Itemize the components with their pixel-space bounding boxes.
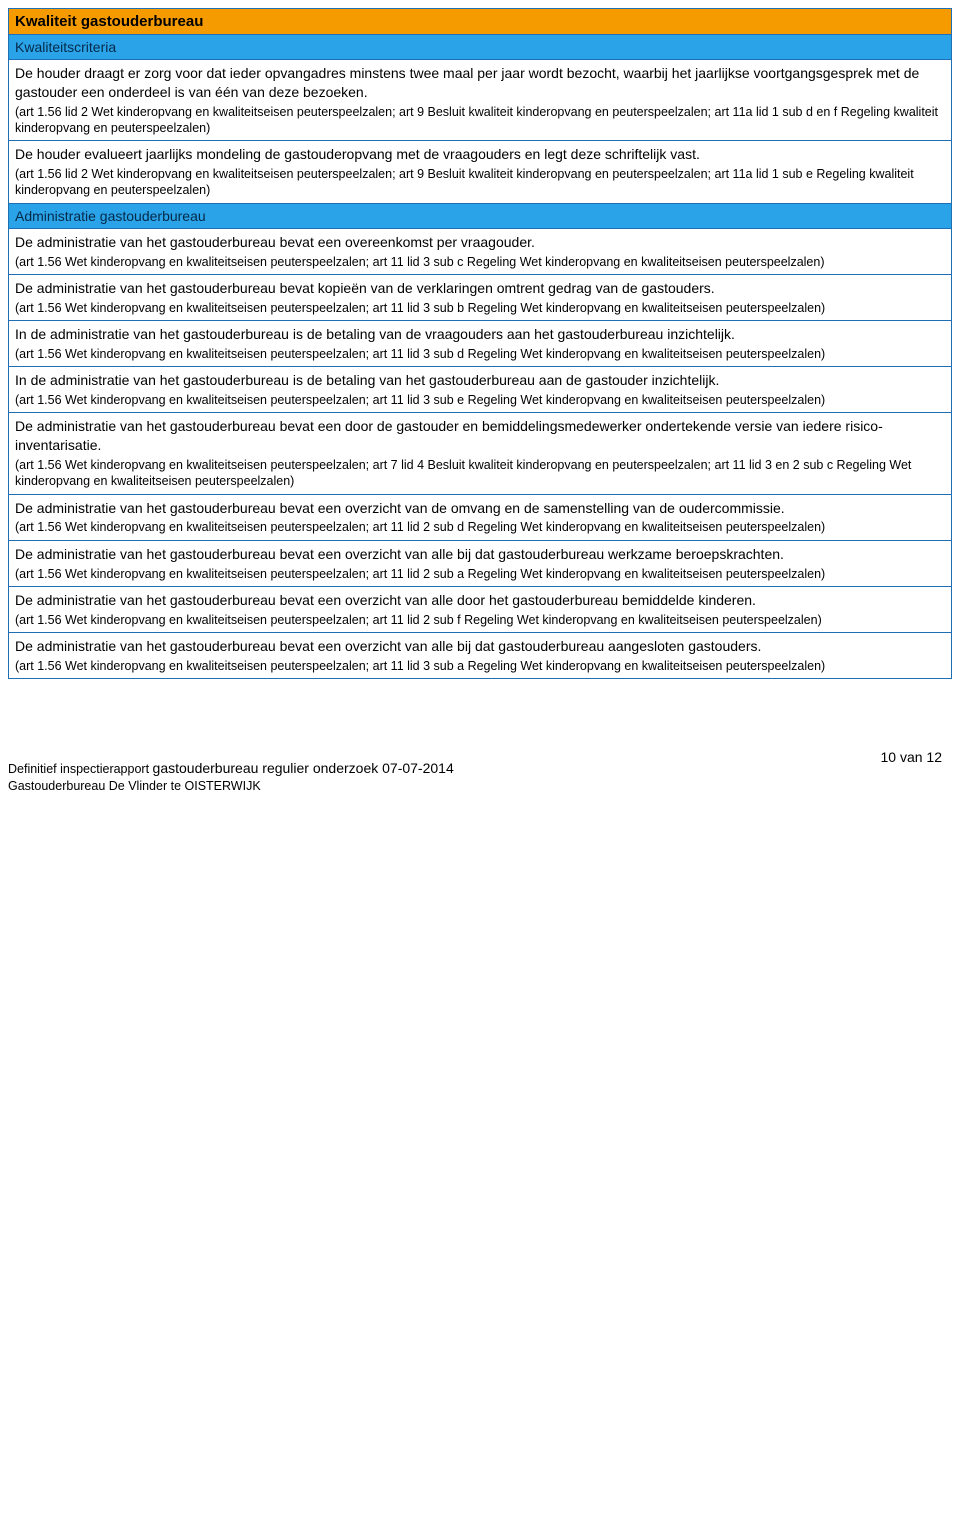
criteria-text: In de administratie van het gastouderbur… bbox=[15, 371, 945, 390]
criteria-text: De administratie van het gastouderbureau… bbox=[15, 233, 945, 252]
criteria-cell: De administratie van het gastouderbureau… bbox=[9, 494, 952, 540]
page-footer: 10 van 12 Definitief inspectierapport ga… bbox=[8, 759, 952, 795]
criteria-reference: (art 1.56 lid 2 Wet kinderopvang en kwal… bbox=[15, 104, 945, 137]
footer-line1-emph: gastouderbureau regulier onderzoek 07-07… bbox=[153, 760, 454, 776]
criteria-reference: (art 1.56 lid 2 Wet kinderopvang en kwal… bbox=[15, 166, 945, 199]
section-header-blue: Kwaliteitscriteria bbox=[9, 35, 952, 60]
criteria-cell: De houder draagt er zorg voor dat ieder … bbox=[9, 60, 952, 141]
criteria-text: De houder draagt er zorg voor dat ieder … bbox=[15, 64, 945, 102]
section-header-orange: Kwaliteit gastouderbureau bbox=[9, 9, 952, 35]
criteria-text: De administratie van het gastouderbureau… bbox=[15, 499, 945, 518]
criteria-cell: De administratie van het gastouderbureau… bbox=[9, 274, 952, 320]
page-number: 10 van 12 bbox=[881, 749, 943, 765]
document-table: Kwaliteit gastouderbureauKwaliteitscrite… bbox=[8, 8, 952, 679]
criteria-reference: (art 1.56 Wet kinderopvang en kwaliteits… bbox=[15, 300, 945, 316]
criteria-cell: De administratie van het gastouderbureau… bbox=[9, 228, 952, 274]
criteria-cell: In de administratie van het gastouderbur… bbox=[9, 367, 952, 413]
criteria-text: De houder evalueert jaarlijks mondeling … bbox=[15, 145, 945, 164]
footer-line2: Gastouderbureau De Vlinder te OISTERWIJK bbox=[8, 779, 261, 793]
criteria-cell: In de administratie van het gastouderbur… bbox=[9, 320, 952, 366]
criteria-cell: De administratie van het gastouderbureau… bbox=[9, 632, 952, 678]
criteria-reference: (art 1.56 Wet kinderopvang en kwaliteits… bbox=[15, 519, 945, 535]
criteria-reference: (art 1.56 Wet kinderopvang en kwaliteits… bbox=[15, 392, 945, 408]
criteria-reference: (art 1.56 Wet kinderopvang en kwaliteits… bbox=[15, 457, 945, 490]
criteria-cell: De administratie van het gastouderbureau… bbox=[9, 540, 952, 586]
criteria-reference: (art 1.56 Wet kinderopvang en kwaliteits… bbox=[15, 612, 945, 628]
criteria-text: De administratie van het gastouderbureau… bbox=[15, 591, 945, 610]
criteria-cell: De administratie van het gastouderbureau… bbox=[9, 586, 952, 632]
criteria-text: In de administratie van het gastouderbur… bbox=[15, 325, 945, 344]
criteria-text: De administratie van het gastouderbureau… bbox=[15, 279, 945, 298]
criteria-cell: De administratie van het gastouderbureau… bbox=[9, 413, 952, 494]
criteria-reference: (art 1.56 Wet kinderopvang en kwaliteits… bbox=[15, 254, 945, 270]
criteria-text: De administratie van het gastouderbureau… bbox=[15, 417, 945, 455]
criteria-text: De administratie van het gastouderbureau… bbox=[15, 545, 945, 564]
criteria-reference: (art 1.56 Wet kinderopvang en kwaliteits… bbox=[15, 658, 945, 674]
criteria-text: De administratie van het gastouderbureau… bbox=[15, 637, 945, 656]
footer-line1-prefix: Definitief inspectierapport bbox=[8, 762, 153, 776]
section-header-blue: Administratie gastouderbureau bbox=[9, 203, 952, 228]
criteria-cell: De houder evalueert jaarlijks mondeling … bbox=[9, 141, 952, 203]
criteria-reference: (art 1.56 Wet kinderopvang en kwaliteits… bbox=[15, 566, 945, 582]
criteria-reference: (art 1.56 Wet kinderopvang en kwaliteits… bbox=[15, 346, 945, 362]
